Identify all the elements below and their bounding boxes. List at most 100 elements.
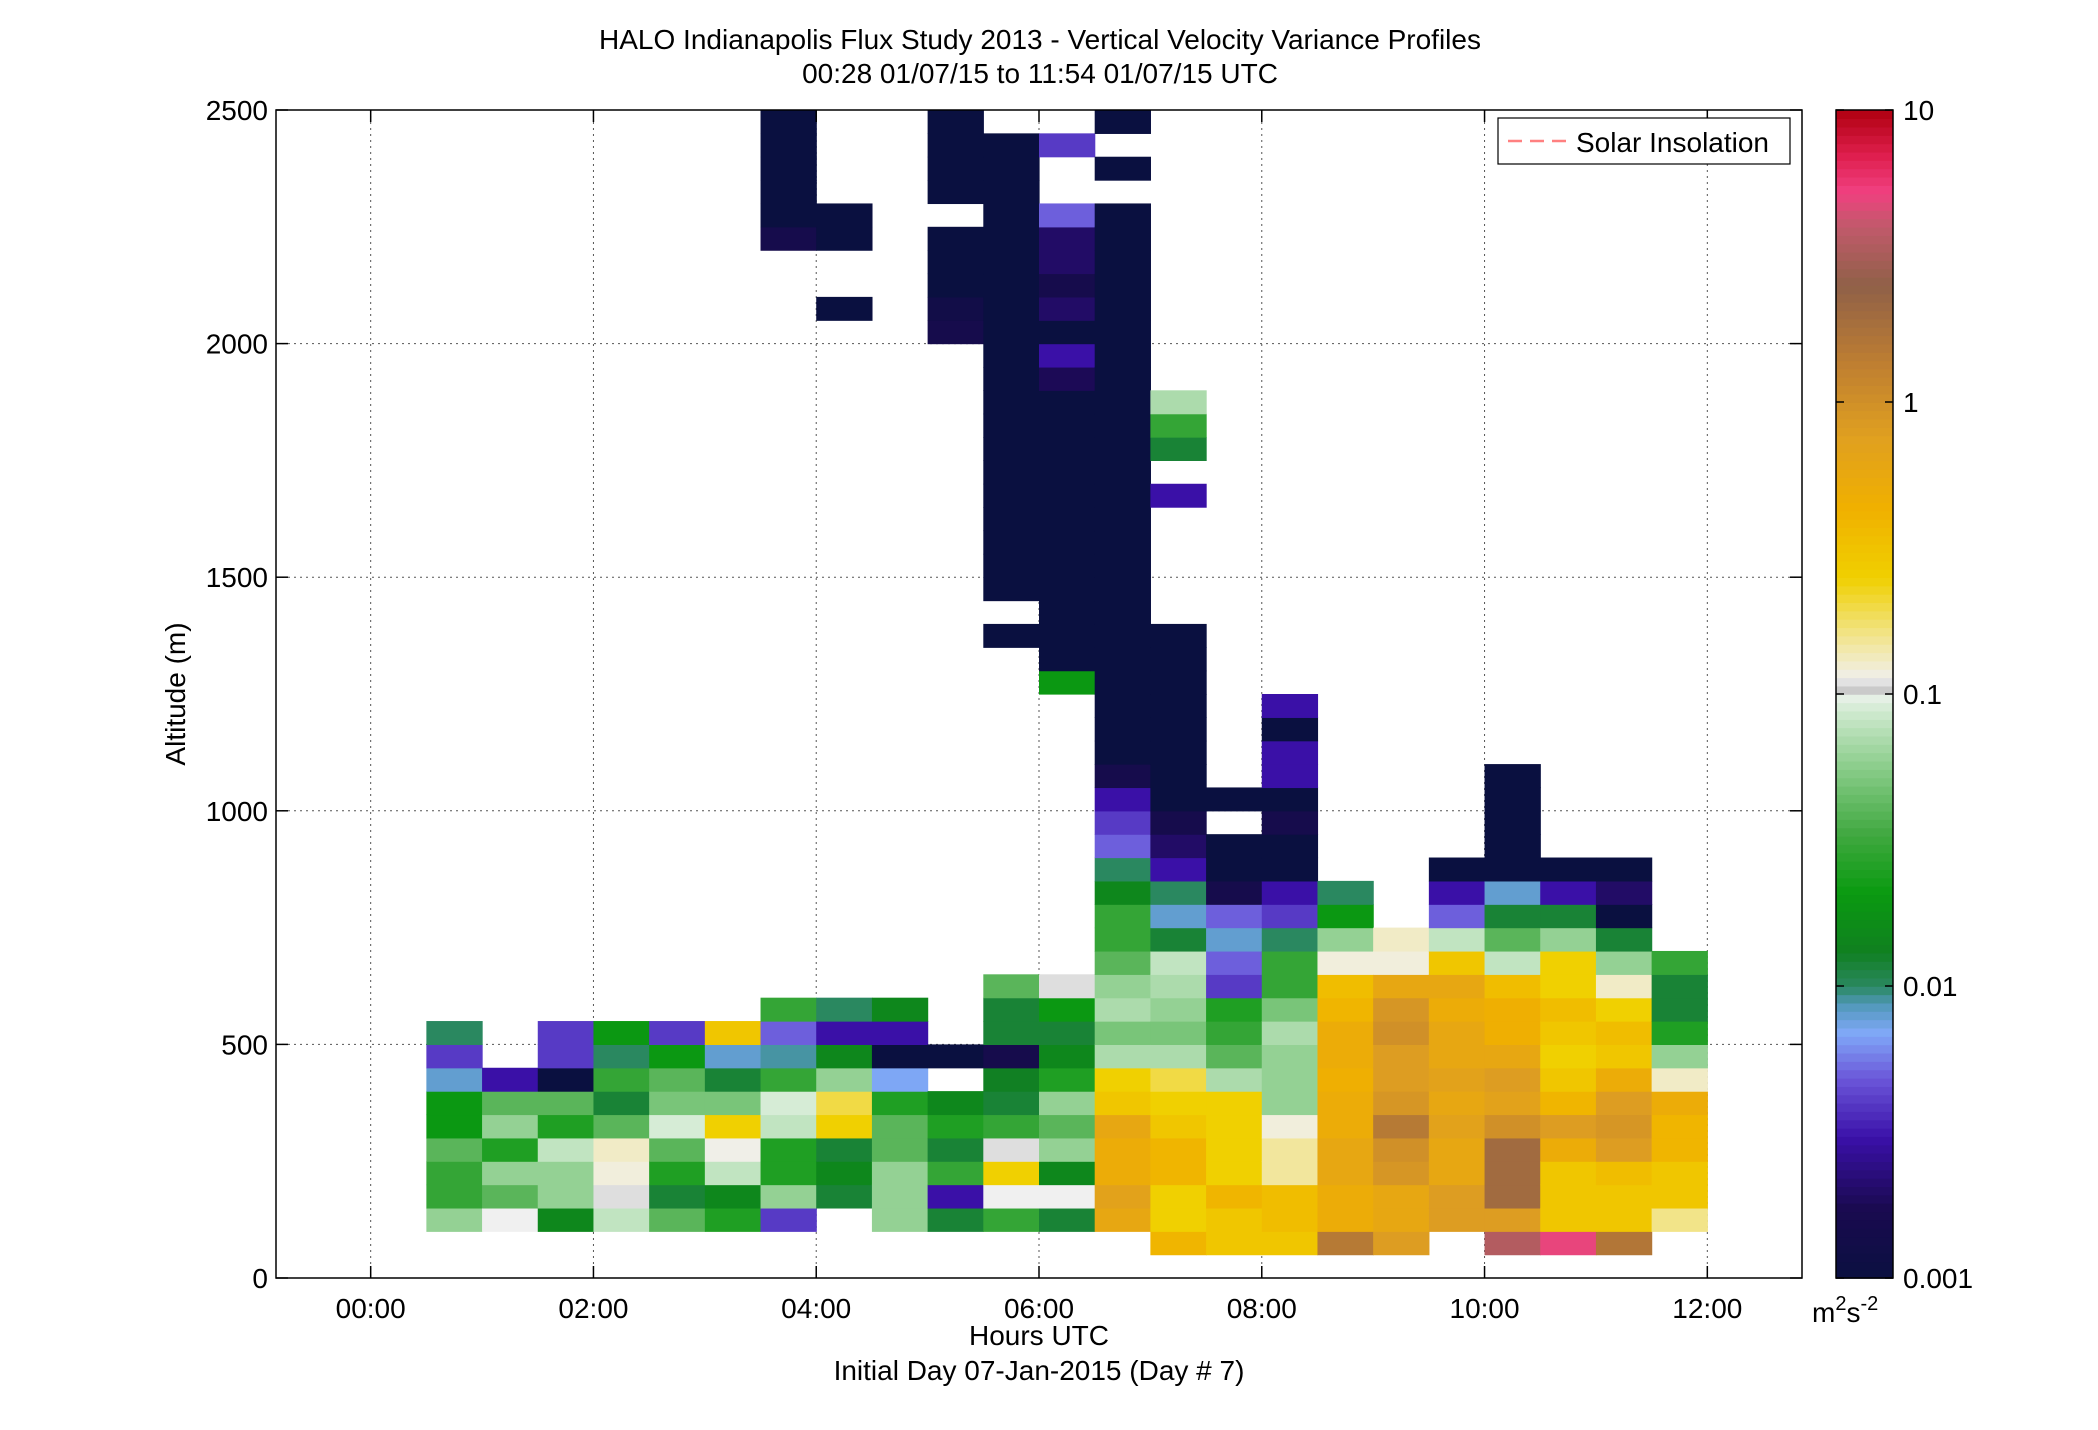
- heatmap-cell: [704, 1067, 762, 1092]
- heatmap-cell: [1651, 1114, 1708, 1139]
- heatmap-cell: [1261, 880, 1319, 905]
- heatmap-cell: [537, 1044, 595, 1069]
- colorbar-tick-label: 0.1: [1903, 679, 1942, 710]
- heatmap-cell: [1595, 1091, 1653, 1116]
- colorbar-band: [1836, 1019, 1893, 1029]
- heatmap-cell: [1150, 390, 1207, 415]
- heatmap-cell: [1206, 1137, 1263, 1162]
- heatmap-cell: [927, 1114, 984, 1139]
- heatmap-cell: [1540, 1207, 1597, 1232]
- colorbar-band: [1836, 744, 1893, 754]
- heatmap-cell: [927, 273, 984, 298]
- colorbar: 0.001 0.01 0.1 1 10 m2s-2: [1812, 95, 1973, 1328]
- heatmap-cell: [1540, 904, 1597, 929]
- colorbar-band: [1836, 1127, 1893, 1137]
- colorbar-band: [1836, 794, 1893, 804]
- heatmap-cell: [1261, 950, 1319, 975]
- colorbar-band: [1836, 1144, 1893, 1154]
- heatmap-cell: [1206, 1161, 1263, 1186]
- colorbar-band: [1836, 493, 1893, 503]
- heatmap-cell: [1540, 1184, 1597, 1209]
- heatmap-cell: [426, 1137, 483, 1162]
- colorbar-band: [1836, 785, 1893, 795]
- heatmap-cell: [593, 1091, 650, 1116]
- colorbar-band: [1836, 143, 1893, 153]
- heatmap-cell: [1094, 530, 1151, 555]
- heatmap-cell: [1039, 1091, 1096, 1116]
- heatmap-cell: [649, 1184, 706, 1209]
- heatmap-cell: [1317, 1114, 1374, 1139]
- heatmap-cell: [1373, 1067, 1430, 1092]
- heatmap-cell: [1317, 1161, 1374, 1186]
- heatmap-cell: [983, 1091, 1040, 1116]
- colorbar-band: [1836, 769, 1893, 779]
- heatmap-cell: [1150, 787, 1207, 812]
- colorbar-band: [1836, 376, 1893, 387]
- heatmap-cell: [1373, 1044, 1430, 1069]
- heatmap-cell: [983, 1021, 1040, 1045]
- heatmap-cell: [1540, 857, 1597, 882]
- heatmap-cell: [1261, 1044, 1319, 1069]
- heatmap-cell: [1317, 974, 1374, 999]
- heatmap-cell: [1094, 1091, 1151, 1116]
- heatmap-cell: [1261, 857, 1319, 882]
- heatmap-cell: [704, 1021, 762, 1045]
- heatmap-cell: [1595, 1114, 1653, 1139]
- colorbar-band: [1836, 1044, 1893, 1054]
- heatmap-cell: [1261, 717, 1319, 742]
- heatmap-cell: [760, 1137, 817, 1162]
- heatmap-cell: [1595, 1184, 1653, 1209]
- colorbar-units: m2s-2: [1812, 1293, 1878, 1328]
- heatmap-cell: [1150, 437, 1207, 461]
- heatmap-cell: [1595, 880, 1653, 905]
- colorbar-band: [1836, 1111, 1893, 1121]
- colorbar-band: [1836, 468, 1893, 478]
- heatmap-cell: [760, 1184, 817, 1209]
- heatmap-cell: [1039, 273, 1096, 298]
- heatmap-cell: [871, 1091, 929, 1116]
- heatmap-cell: [983, 1161, 1040, 1186]
- heatmap-cell: [871, 1161, 929, 1186]
- heatmap-cell: [1094, 764, 1151, 789]
- heatmap-cell: [1094, 273, 1151, 298]
- colorbar-band: [1836, 577, 1893, 587]
- heatmap-cell: [983, 1114, 1040, 1139]
- heatmap-cell: [983, 553, 1040, 578]
- heatmap-cell: [537, 1184, 595, 1209]
- colorbar-band: [1836, 1211, 1893, 1221]
- heatmap-cell: [760, 226, 817, 251]
- colorbar-band: [1836, 326, 1893, 337]
- heatmap-cell: [1206, 834, 1263, 859]
- heatmap-cell: [816, 1114, 873, 1139]
- heatmap-cell: [1206, 1207, 1263, 1232]
- heatmap-cell: [593, 1067, 650, 1092]
- x-tick-label: 02:00: [558, 1293, 628, 1324]
- heatmap-cell: [1651, 997, 1708, 1022]
- heatmap-cell: [1484, 1137, 1541, 1162]
- heatmap-cell: [1094, 1161, 1151, 1186]
- heatmap-cell: [1595, 1044, 1653, 1069]
- colorbar-band: [1836, 944, 1893, 954]
- heatmap-cell: [1039, 1114, 1096, 1139]
- colorbar-band: [1836, 727, 1893, 737]
- heatmap-cell: [983, 180, 1040, 205]
- heatmap-cell: [1039, 483, 1096, 508]
- heatmap-cell: [1094, 226, 1151, 251]
- heatmap-cell: [927, 133, 984, 158]
- heatmap-cell: [871, 1021, 929, 1045]
- heatmap-cell: [1150, 694, 1207, 718]
- heatmap-cell: [1484, 1067, 1541, 1092]
- heatmap-cell: [704, 1114, 762, 1139]
- colorbar-band: [1836, 919, 1893, 929]
- heatmap-cell: [1039, 507, 1096, 532]
- heatmap-cell: [1150, 623, 1207, 648]
- heatmap-cell: [1094, 810, 1151, 835]
- colorbar-ticks: 0.001 0.01 0.1 1 10: [1836, 95, 1973, 1294]
- heatmap-cell: [871, 1114, 929, 1139]
- heatmap-cell: [1317, 1137, 1374, 1162]
- heatmap-cell: [983, 507, 1040, 532]
- heatmap-cell: [983, 273, 1040, 298]
- colorbar-band: [1836, 1011, 1893, 1021]
- heatmap-cell: [1206, 857, 1263, 882]
